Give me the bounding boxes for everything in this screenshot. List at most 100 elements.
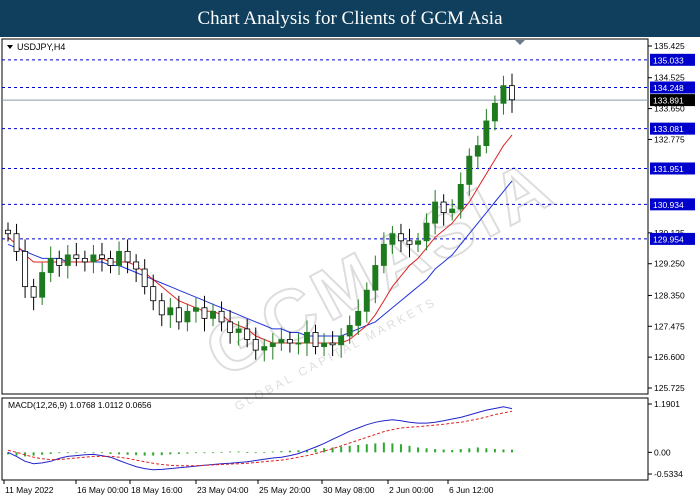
candle-body xyxy=(22,250,29,288)
banner-title: Chart Analysis for Clients of GCM Asia xyxy=(0,0,700,37)
macd-histogram-bar xyxy=(340,446,343,453)
price-panel xyxy=(1,38,649,395)
level-tag-label: 133.081 xyxy=(653,124,684,134)
candle-body xyxy=(321,342,328,347)
candle-body xyxy=(432,201,439,224)
level-tags: 135.033 134.248 133.081 131.951 130.934 129.9… xyxy=(650,53,695,245)
macd-histogram-bar xyxy=(66,452,69,454)
macd-histogram-bar xyxy=(468,448,471,453)
candle-body xyxy=(56,258,63,266)
candle-body xyxy=(158,300,165,316)
level-tag xyxy=(650,162,695,175)
macd-histogram-bar xyxy=(485,448,488,453)
macd-histogram-bar xyxy=(323,448,326,453)
candle-body xyxy=(483,120,490,147)
level-tag xyxy=(650,232,695,245)
time-tick-label: 23 May 04:00 xyxy=(197,485,249,495)
dropdown-triangle-icon[interactable] xyxy=(7,45,13,49)
macd-histogram-bar xyxy=(229,451,232,453)
candle-body xyxy=(13,233,20,252)
price-axis: 135.425 134.525 133.650 132.775 130.125 129.2… xyxy=(648,41,685,393)
macd-histogram-bar xyxy=(41,452,44,455)
candle-body xyxy=(338,335,345,346)
candle-body xyxy=(184,310,191,323)
candle-body xyxy=(252,339,259,351)
candle-body xyxy=(474,145,481,157)
macd-histogram-bar xyxy=(399,444,402,453)
macd-histogram-bar xyxy=(434,449,437,453)
candle-body xyxy=(509,85,515,101)
macd-histogram-bar xyxy=(92,452,95,454)
macd-label: MACD(12,26,9) 1.0768 1.0112 0.0656 xyxy=(8,400,152,410)
candle-body xyxy=(346,325,353,337)
candle-body xyxy=(133,261,140,270)
price-tick-label: 134.525 xyxy=(654,73,685,83)
macd-histogram-bar xyxy=(280,451,283,453)
candle-body xyxy=(227,321,234,333)
price-tick-label: 126.600 xyxy=(654,352,685,362)
level-tag-label: 130.934 xyxy=(653,200,684,210)
current-price-tag xyxy=(650,94,695,107)
time-tick-label: 18 May 16:00 xyxy=(131,485,183,495)
macd-histogram-bar xyxy=(194,452,197,454)
candle-body xyxy=(116,250,123,266)
signal-line xyxy=(7,410,513,467)
price-tick-label: 127.475 xyxy=(654,321,685,331)
macd-histogram-bar xyxy=(160,452,163,456)
candle-body xyxy=(141,268,148,288)
candle-body xyxy=(47,258,54,273)
macd-histogram-bar xyxy=(143,452,146,456)
shift-marker-icon xyxy=(515,40,525,45)
macd-histogram-bar xyxy=(75,452,78,454)
macd-histogram-bar xyxy=(203,452,206,454)
candle-body xyxy=(175,307,182,323)
candle-body xyxy=(278,339,285,344)
time-tick-label: 16 May 00:00 xyxy=(77,485,129,495)
macd-histogram-bar xyxy=(459,449,462,453)
candle-body xyxy=(192,307,199,312)
macd-histogram-bar xyxy=(169,452,172,455)
candle-body xyxy=(39,272,46,298)
macd-histogram-bar xyxy=(49,452,52,454)
candle-body xyxy=(286,339,293,344)
level-tag xyxy=(650,81,695,94)
macd-histogram-bar xyxy=(32,452,35,456)
macd-histogram-bar xyxy=(100,452,103,454)
macd-histogram-bar xyxy=(237,451,240,453)
price-tick-label: 129.250 xyxy=(654,259,685,269)
macd-histogram-bar xyxy=(220,451,223,453)
time-tick-label: 30 May 08:00 xyxy=(323,485,375,495)
macd-histogram-bar xyxy=(493,449,496,453)
macd-histogram-bar xyxy=(186,452,189,454)
macd-tick-label: -0.5334 xyxy=(654,469,683,479)
candle-body xyxy=(210,310,216,319)
macd-tick-label: 1.1901 xyxy=(654,399,680,409)
macd-histogram-bar xyxy=(7,452,9,455)
candle-body xyxy=(449,208,456,213)
candle-body xyxy=(30,286,37,298)
candle-body xyxy=(466,155,473,185)
current-price-label: 133.891 xyxy=(653,96,684,106)
macd-histogram-bar xyxy=(365,444,368,453)
candle-body xyxy=(397,233,404,242)
macd-histogram-bar xyxy=(58,452,61,454)
level-tag-label: 129.954 xyxy=(653,234,684,244)
level-tag xyxy=(650,198,695,211)
price-tick-label: 130.125 xyxy=(654,228,685,238)
candle-body xyxy=(90,254,97,263)
macd-histogram-bar xyxy=(348,445,351,453)
macd-histogram-bar xyxy=(357,445,360,453)
time-tick-label: 11 May 2022 xyxy=(5,485,54,495)
level-tag-label: 135.033 xyxy=(653,55,684,65)
macd-histogram-bar xyxy=(135,452,138,456)
macd-histogram-bar xyxy=(331,447,334,453)
candle-body xyxy=(304,332,310,344)
candle-body xyxy=(415,240,421,245)
candle-body xyxy=(107,258,114,266)
candle-body xyxy=(5,229,11,235)
macd-histogram-bar xyxy=(109,452,112,454)
price-tick-label: 125.725 xyxy=(654,383,685,393)
macd-panel xyxy=(1,397,649,481)
macd-histogram-bar xyxy=(152,452,155,456)
candle-body xyxy=(380,243,387,266)
